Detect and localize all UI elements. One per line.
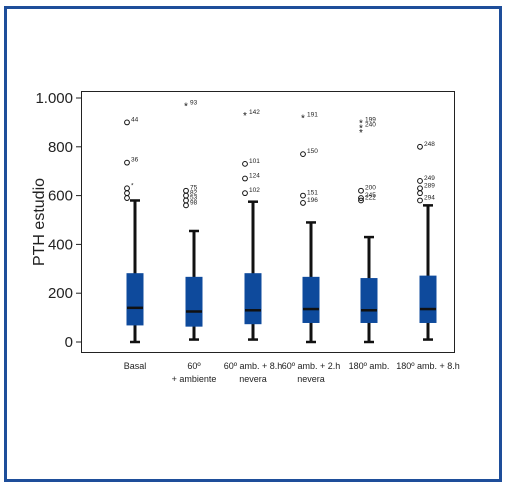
x-category-label: + ambiente xyxy=(172,374,217,384)
x-category-label: 180º amb. xyxy=(349,361,390,371)
outlier-circle xyxy=(124,185,130,192)
y-tick-label: 200 xyxy=(48,285,73,302)
outlier-star: * xyxy=(184,101,188,112)
outlier-circle xyxy=(242,175,248,182)
outlier-star: * xyxy=(359,123,363,134)
outlier-label: 199 xyxy=(365,116,376,123)
box-group: * 142 101 124 102 xyxy=(242,109,262,341)
outlier-label: 102 xyxy=(249,187,260,194)
outlier-label: 101 xyxy=(249,158,260,165)
outlier-label: 196 xyxy=(307,197,318,204)
outlier-label: 82 xyxy=(190,190,198,197)
outlier-circle xyxy=(183,187,189,194)
y-tick-label: 0 xyxy=(65,334,73,351)
outlier-star: * xyxy=(359,118,363,129)
box-group: 44 36 * xyxy=(124,116,144,344)
outlier-circle xyxy=(183,202,189,209)
outlier-label: 249 xyxy=(424,175,435,182)
outlier-label: 98 xyxy=(190,199,198,206)
box-iqr xyxy=(302,276,320,323)
outlier-label: 53 xyxy=(190,194,198,201)
y-tick-label: 600 xyxy=(48,188,73,205)
outlier-label: 142 xyxy=(249,109,260,116)
box-iqr xyxy=(126,273,144,326)
outlier-label: 222 xyxy=(365,194,376,201)
y-axis-label: PTH estudio xyxy=(31,178,48,266)
outlier-label: 240 xyxy=(365,121,376,128)
box-iqr xyxy=(244,273,262,325)
outlier-label: 151 xyxy=(307,190,318,197)
outlier-label: 150 xyxy=(307,148,318,155)
outlier-label: 36 xyxy=(131,157,139,164)
outlier-circle xyxy=(417,178,423,184)
outlier-label: 248 xyxy=(424,141,435,148)
outlier-label: 289 xyxy=(424,182,435,189)
x-category-label: 180º amb. + 8.h xyxy=(396,361,460,371)
x-category-label: nevera xyxy=(239,374,267,384)
figure-frame xyxy=(4,6,502,482)
outlier-label: 294 xyxy=(424,194,435,201)
outlier-circle xyxy=(242,160,248,167)
x-axis: Basal 60º + ambiente 60º amb. + 8.h nevera 60… xyxy=(124,361,460,384)
outlier-circle xyxy=(124,119,130,126)
box-iqr xyxy=(419,275,437,323)
outlier-label: 200 xyxy=(365,185,376,192)
y-axis: 0 200 400 600 800 1.000 xyxy=(35,90,81,351)
outlier-circle xyxy=(242,190,248,197)
x-category-label: 60º xyxy=(187,361,201,371)
outlier-circle xyxy=(183,197,189,204)
outlier-circle xyxy=(124,159,130,166)
outlier-circle xyxy=(300,151,306,158)
outlier-star: * xyxy=(243,111,247,122)
outlier-label: 191 xyxy=(307,112,318,119)
outlier-label: * xyxy=(131,182,134,189)
y-tick-label: 800 xyxy=(48,139,73,156)
outlier-label: 124 xyxy=(249,173,260,180)
box-iqr xyxy=(360,278,378,323)
outlier-label: 44 xyxy=(131,116,139,123)
outlier-label: 245 xyxy=(365,192,376,199)
plot-area xyxy=(81,91,455,353)
outlier-circle xyxy=(300,200,306,206)
outlier-circle xyxy=(358,187,364,194)
outlier-circle xyxy=(183,192,189,199)
outlier-circle xyxy=(417,190,423,197)
outlier-star: * xyxy=(301,114,305,125)
x-category-label: 60º amb. + 2.h xyxy=(282,361,341,371)
x-category-label: nevera xyxy=(297,374,325,384)
box-iqr xyxy=(185,276,203,327)
outlier-star: * xyxy=(359,128,363,139)
outlier-circle xyxy=(358,195,364,201)
outlier-circle xyxy=(358,197,364,204)
outlier-circle xyxy=(124,190,130,197)
y-tick-label: 1.000 xyxy=(35,90,73,107)
x-category-label: Basal xyxy=(124,361,147,371)
x-category-label: 60º amb. + 8.h xyxy=(224,361,283,371)
outlier-circle xyxy=(417,197,423,204)
outlier-circle xyxy=(300,192,306,199)
y-tick-label: 400 xyxy=(48,236,73,253)
outlier-circle xyxy=(417,185,423,192)
outlier-circle xyxy=(417,143,423,150)
outlier-label: 75 xyxy=(190,185,198,192)
outlier-label: 93 xyxy=(190,99,198,106)
outlier-circle xyxy=(124,195,130,201)
